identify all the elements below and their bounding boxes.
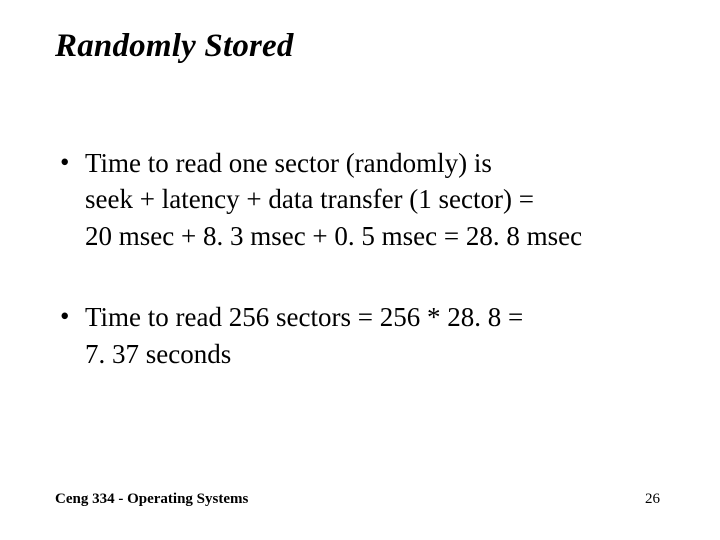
- slide: Randomly Stored Time to read one sector …: [0, 0, 720, 540]
- bullet-line: 20 msec + 8. 3 msec + 0. 5 msec = 28. 8 …: [85, 218, 670, 254]
- bullet-line: Time to read 256 sectors = 256 * 28. 8 =: [85, 299, 670, 335]
- bullet-line: 7. 37 seconds: [85, 336, 670, 372]
- footer-text: Ceng 334 - Operating Systems: [55, 491, 248, 508]
- bullet-item: Time to read 256 sectors = 256 * 28. 8 =…: [55, 299, 670, 372]
- bullet-item: Time to read one sector (randomly) is se…: [55, 145, 670, 254]
- bullet-line: seek + latency + data transfer (1 sector…: [85, 181, 670, 217]
- page-number: 26: [645, 491, 660, 508]
- bullet-list: Time to read one sector (randomly) is se…: [55, 145, 670, 372]
- slide-title: Randomly Stored: [55, 28, 670, 65]
- bullet-line: Time to read one sector (randomly) is: [85, 145, 670, 181]
